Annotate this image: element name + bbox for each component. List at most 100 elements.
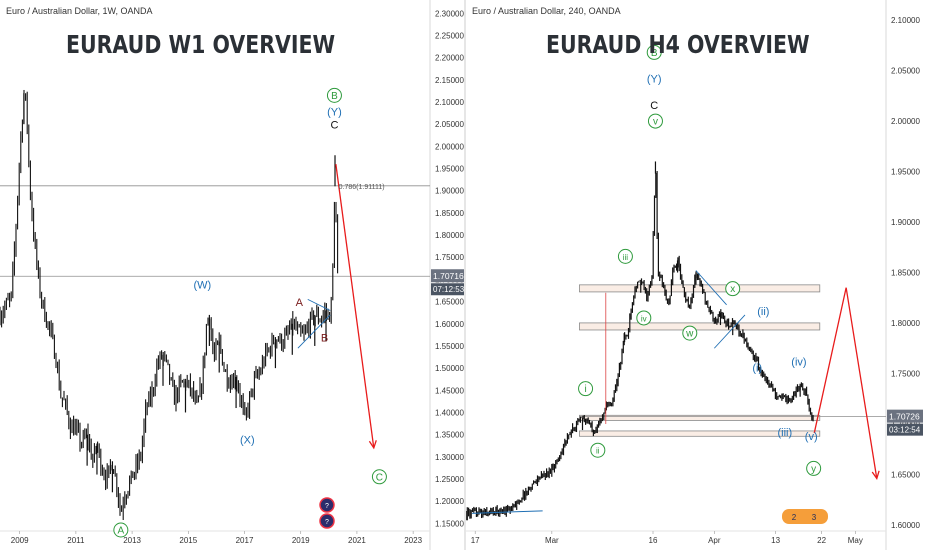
y-tick-label: 2.10000 [891, 16, 920, 25]
x-tick-label: 2011 [67, 536, 85, 545]
projection-arrow [813, 287, 878, 479]
y-tick-label: 2.00000 [891, 117, 920, 126]
y-tick-label: 1.95000 [891, 168, 920, 177]
chart-source-label: Euro / Australian Dollar, 240, OANDA [472, 6, 621, 16]
wave-label: (iii) [777, 427, 792, 439]
y-tick-label: 1.35000 [435, 431, 464, 440]
wave-label: i [584, 384, 586, 395]
arrow-head [368, 440, 377, 450]
wave-label: y [811, 464, 816, 475]
x-tick-label: 17 [471, 536, 480, 545]
x-tick-label: 2015 [179, 536, 197, 545]
h4-chart-panel[interactable]: 2.10000 2.05000 2.00000 1.95000 1.90000 1.850… [466, 0, 932, 550]
weekly-chart-panel[interactable]: 2.30000 2.25000 2.20000 2.15000 2.10000 2.050… [0, 0, 464, 550]
y-tick-label: 1.25000 [435, 475, 464, 484]
wave-label-circle [806, 460, 822, 476]
y-tick-label: 1.55000 [435, 342, 464, 351]
wave-label-circle [646, 44, 662, 60]
y-tick-label: 2.15000 [435, 76, 464, 85]
fib-level-label: 0.786(1.91111) [339, 184, 385, 191]
wave-label: (Y) [327, 106, 342, 118]
x-tick-label: 22 [817, 536, 826, 545]
badge-count: ? [325, 519, 329, 526]
x-tick-label: 2013 [123, 536, 141, 545]
y-tick-label: 2.25000 [435, 31, 464, 40]
trendline [713, 314, 746, 349]
wave-label: (ii) [757, 306, 769, 318]
y-tick-label: 1.95000 [435, 165, 464, 174]
wave-label: C [330, 120, 338, 132]
chart-heading: EURAUD H4 OVERVIEW [546, 30, 810, 59]
y-tick-label: 1.80000 [891, 319, 920, 328]
panel-divider [464, 0, 466, 550]
countdown-tag [431, 283, 464, 296]
wave-label: (iv) [791, 356, 806, 368]
weekly-chart[interactable]: 2.30000 2.25000 2.20000 2.15000 2.10000 2.050… [0, 0, 464, 550]
y-tick-label: 1.60000 [435, 320, 464, 329]
wave-label: (v) [805, 431, 818, 443]
y-tick-label: 1.20000 [435, 497, 464, 506]
y-tick-label: 2.20000 [435, 54, 464, 63]
y-tick-label: 2.30000 [435, 9, 464, 18]
price-tag [431, 269, 464, 283]
projection-arrow [335, 164, 375, 449]
wave-label: A [296, 297, 304, 309]
wave-label: (i) [752, 362, 762, 374]
support-resistance-zone [579, 322, 821, 331]
x-tick-label: 2019 [292, 536, 310, 545]
badge-count: 2 [792, 513, 797, 522]
trendline [297, 314, 331, 349]
wave-label: iv [641, 314, 647, 323]
notification-badge [319, 513, 335, 529]
x-tick-label: 16 [649, 536, 658, 545]
y-tick-label: 1.65000 [435, 298, 464, 307]
arrow-head [871, 470, 880, 480]
y-tick-label: 1.85000 [435, 209, 464, 218]
notification-badge [782, 509, 828, 524]
y-tick-label: 1.15000 [435, 519, 464, 528]
y-tick-label: 2.05000 [891, 67, 920, 76]
price-series [466, 171, 814, 521]
y-tick-label: 1.30000 [435, 453, 464, 462]
chart-heading: EURAUD W1 OVERVIEW [66, 30, 336, 59]
wave-label: x [730, 284, 735, 295]
wave-label: C [650, 100, 658, 112]
wave-label: (W) [193, 279, 211, 291]
y-tick-label: 1.90000 [435, 187, 464, 196]
price-tag-value: 1.70726 [889, 412, 920, 422]
wave-label-circle [647, 113, 663, 129]
wave-label: B [321, 333, 328, 345]
wave-label: ii [596, 447, 600, 456]
y-tick-label: 1.65000 [891, 470, 920, 479]
wave-label: (Y) [647, 74, 662, 86]
x-tick-label: 2017 [236, 536, 254, 545]
wave-label: (X) [240, 435, 255, 447]
wave-label-circle [113, 522, 129, 538]
notification-badge [319, 497, 335, 513]
y-tick-label: 1.40000 [435, 408, 464, 417]
wave-label: A [118, 526, 125, 537]
countdown-value: 03:12:54 [889, 426, 921, 435]
y-tick-label: 2.05000 [435, 120, 464, 129]
y-tick-label: 1.75000 [891, 369, 920, 378]
countdown-value: 07:12:53 [433, 285, 464, 294]
wave-label: v [653, 117, 658, 128]
wave-label-circle [682, 325, 698, 341]
y-tick-label: 1.60000 [891, 521, 920, 530]
wave-label: C [376, 472, 383, 483]
x-tick-label: Apr [708, 536, 721, 545]
y-tick-label: 1.45000 [435, 386, 464, 395]
x-tick-label: May [848, 536, 863, 545]
trendline [472, 510, 543, 514]
x-tick-label: Mar [545, 536, 559, 545]
wave-label-circle [636, 310, 652, 326]
price-tag-value: 1.70716 [433, 271, 464, 281]
wave-label-circle [578, 381, 594, 397]
badge-count: ? [325, 503, 329, 510]
wave-label-circle [725, 281, 741, 297]
h4-chart[interactable]: 2.10000 2.05000 2.00000 1.95000 1.90000 1.850… [466, 0, 932, 550]
countdown-tag [887, 423, 923, 436]
y-tick-label: 2.00000 [435, 142, 464, 151]
wave-label-circle [371, 469, 387, 485]
trendline [307, 298, 331, 311]
